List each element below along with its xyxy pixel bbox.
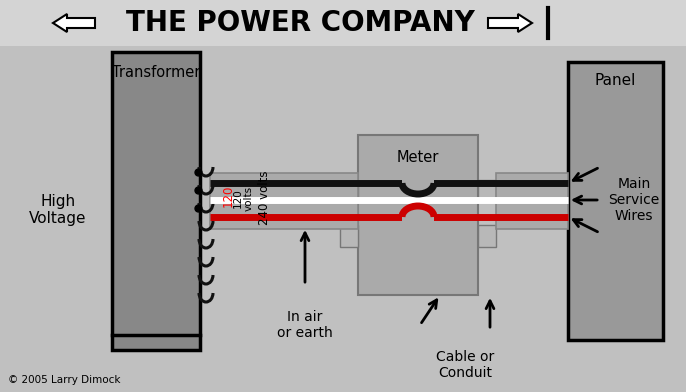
Text: Panel: Panel bbox=[595, 73, 636, 87]
Bar bbox=[112, 52, 200, 350]
FancyArrow shape bbox=[53, 14, 95, 32]
FancyArrow shape bbox=[488, 14, 532, 32]
Bar bbox=[0, 0, 686, 46]
Bar bbox=[340, 180, 358, 202]
Text: Cable or
Conduit: Cable or Conduit bbox=[436, 350, 494, 380]
Bar bbox=[210, 173, 358, 229]
Text: In air
or earth: In air or earth bbox=[277, 310, 333, 340]
Bar bbox=[340, 225, 358, 247]
Text: Main
Service
Wires: Main Service Wires bbox=[608, 177, 660, 223]
Text: © 2005 Larry Dimock: © 2005 Larry Dimock bbox=[8, 375, 121, 385]
Text: High
Voltage: High Voltage bbox=[29, 194, 86, 226]
Bar bbox=[496, 173, 568, 229]
Bar bbox=[568, 62, 663, 340]
Bar bbox=[358, 135, 478, 295]
Text: 240 volts: 240 volts bbox=[257, 171, 270, 225]
Bar bbox=[478, 180, 496, 202]
Text: 120: 120 bbox=[222, 185, 235, 207]
Text: Meter: Meter bbox=[397, 149, 439, 165]
Bar bbox=[478, 225, 496, 247]
Text: Transformer: Transformer bbox=[112, 65, 200, 80]
Text: 120
volts: 120 volts bbox=[233, 185, 253, 211]
Text: THE POWER COMPANY: THE POWER COMPANY bbox=[126, 9, 475, 37]
